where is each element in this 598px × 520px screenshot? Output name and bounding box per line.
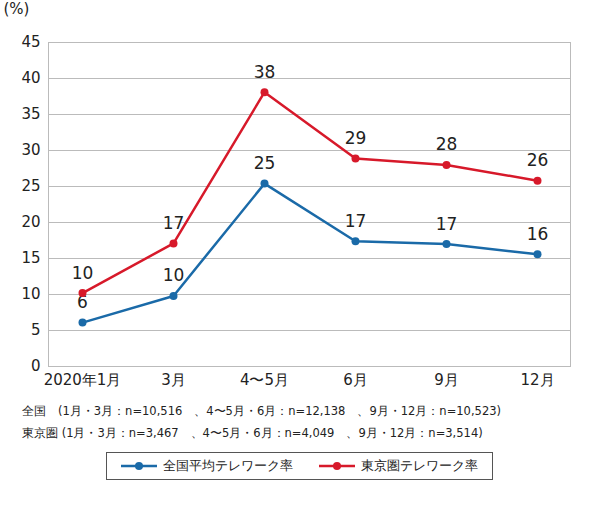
- svg-text:15: 15: [21, 249, 40, 267]
- svg-text:0: 0: [31, 357, 41, 375]
- svg-text:10: 10: [163, 265, 185, 285]
- svg-text:12月: 12月: [520, 371, 554, 389]
- html-text:東京圏 (1月・3月：n=3,467 、4〜5月・6月：n=: 東京圏 (1月・3月：n=3,467 、4〜5月・6月：n=4,049 、9月・…: [22, 426, 483, 440]
- svg-text:28: 28: [436, 134, 458, 154]
- svg-text:17: 17: [163, 213, 185, 233]
- svg-text:20: 20: [21, 213, 40, 231]
- svg-text:25: 25: [254, 153, 276, 173]
- svg-text:9月: 9月: [434, 371, 459, 389]
- svg-text:10: 10: [72, 263, 94, 283]
- svg-text:3月: 3月: [161, 371, 186, 389]
- svg-text:40: 40: [21, 69, 40, 87]
- svg-text:2020年1月: 2020年1月: [44, 371, 122, 389]
- svg-text:25: 25: [21, 177, 40, 195]
- svg-text:26: 26: [527, 150, 549, 170]
- svg-text:17: 17: [345, 211, 367, 231]
- html-text:東京圏テレワーク率: 東京圏テレワーク率: [360, 458, 478, 473]
- svg-text:(%): (%): [4, 0, 30, 18]
- html-text:全国 (1月・3月：n=10,516 、4〜5月・6月：n=: 全国 (1月・3月：n=10,516 、4〜5月・6月：n=12,138 、9月…: [22, 404, 501, 418]
- svg-text:6: 6: [77, 292, 88, 312]
- svg-text:4〜5月: 4〜5月: [240, 371, 289, 389]
- svg-text:16: 16: [527, 224, 549, 244]
- svg-text:5: 5: [31, 321, 41, 339]
- svg-text:6月: 6月: [343, 371, 368, 389]
- html-text:全国平均テレワーク率: 全国平均テレワーク率: [162, 458, 293, 473]
- svg-text:30: 30: [21, 141, 40, 159]
- svg-text:17: 17: [436, 214, 458, 234]
- svg-text:45: 45: [21, 33, 40, 51]
- svg-text:35: 35: [21, 105, 40, 123]
- svg-text:38: 38: [254, 62, 276, 82]
- svg-text:10: 10: [21, 285, 40, 303]
- svg-text:29: 29: [345, 128, 367, 148]
